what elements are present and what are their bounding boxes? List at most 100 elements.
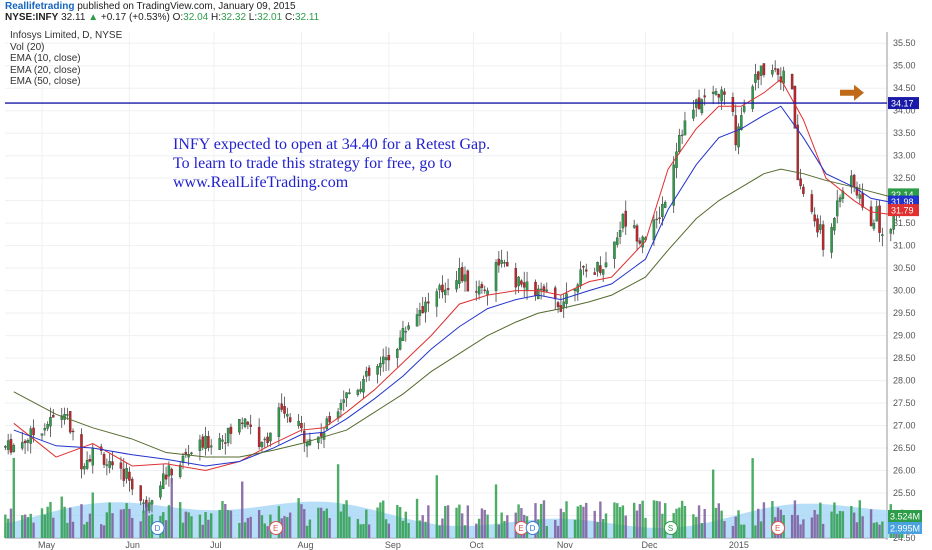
chart-background xyxy=(0,24,932,550)
volume-bar xyxy=(601,518,605,538)
volume-bar xyxy=(723,521,726,538)
volume-bar xyxy=(60,496,63,538)
volume-bar xyxy=(633,502,636,538)
candle-body xyxy=(841,190,845,199)
volume-bar xyxy=(88,513,92,538)
volume-tag-text: 2.995M xyxy=(890,524,920,534)
candle-body xyxy=(300,422,303,429)
quote-line: NYSE:INFY 32.11 ▲ +0.17 (+0.53%) O:32.04… xyxy=(5,12,319,23)
candle-body xyxy=(178,464,182,478)
publisher-name[interactable]: Reallifetrading xyxy=(5,1,75,12)
price-tag-text: 31.98 xyxy=(891,197,914,207)
volume-bar xyxy=(635,510,639,538)
volume-bar xyxy=(652,500,656,538)
volume-bar xyxy=(260,515,264,538)
candle-body xyxy=(889,229,893,234)
candle-body xyxy=(599,265,602,273)
annotation-line-1: INFY expected to open at 34.40 for a Ret… xyxy=(173,136,491,153)
volume-bar xyxy=(40,508,44,538)
volume-bar xyxy=(757,508,760,538)
event-marker xyxy=(269,521,284,535)
candle-body xyxy=(60,415,63,420)
volume-bar xyxy=(878,524,881,538)
candle-body xyxy=(108,461,111,468)
candle-body xyxy=(83,466,86,470)
volume-bar xyxy=(198,514,202,538)
candle-body xyxy=(466,270,470,292)
candle-body xyxy=(759,65,763,76)
y-tick-label: 34.50 xyxy=(893,83,916,93)
volume-bar xyxy=(703,509,706,538)
event-marker-text: E xyxy=(518,524,523,533)
volume-bar xyxy=(542,500,546,538)
candle-body xyxy=(249,424,252,427)
candle-body xyxy=(604,262,608,268)
symbol-label[interactable]: NYSE:INFY xyxy=(5,12,59,23)
volume-bar xyxy=(365,509,368,538)
candle-body xyxy=(49,417,52,427)
volume-bar xyxy=(91,492,94,538)
candle-body xyxy=(32,427,35,436)
candle-body xyxy=(162,473,165,489)
candle-body xyxy=(855,186,859,196)
candle-body xyxy=(638,240,642,244)
candle-body xyxy=(480,284,484,288)
candle-body xyxy=(365,371,368,377)
candle-body xyxy=(240,422,244,425)
volume-bar xyxy=(446,505,450,538)
candle-body xyxy=(632,225,636,228)
candle-body xyxy=(91,448,95,466)
volume-bar xyxy=(187,512,190,538)
volume-bar xyxy=(683,505,687,538)
chart-header: Reallifetrading published on TradingView… xyxy=(0,0,932,24)
volume-bar xyxy=(858,500,861,538)
volume-bar xyxy=(458,504,461,538)
candle-body xyxy=(782,70,785,84)
candle-body xyxy=(520,280,523,285)
candle-body xyxy=(573,288,577,291)
candle-body xyxy=(415,314,419,327)
candle-body xyxy=(460,267,464,282)
candle-body xyxy=(424,301,427,313)
candle-body xyxy=(618,230,622,237)
y-tick-label: 34.00 xyxy=(893,106,916,116)
volume-bar xyxy=(475,523,478,538)
candle-body xyxy=(537,288,540,300)
y-tick-label: 35.50 xyxy=(893,38,916,48)
y-tick-label: 27.50 xyxy=(893,398,916,408)
volume-bar xyxy=(872,522,876,538)
candle-body xyxy=(672,164,675,206)
volume-bar xyxy=(855,522,859,538)
volume-bar xyxy=(201,524,204,538)
candle-body xyxy=(525,281,529,291)
candle-body xyxy=(494,262,498,291)
volume-bar xyxy=(100,524,103,538)
x-tick-label: Sep xyxy=(385,540,401,550)
volume-bar xyxy=(576,506,579,538)
candle-body xyxy=(661,204,664,218)
volume-bar xyxy=(480,508,484,538)
candle-body xyxy=(582,266,585,268)
candle-body xyxy=(816,218,819,233)
candle-body xyxy=(339,403,343,410)
volume-bar xyxy=(210,513,213,538)
candle-body xyxy=(641,236,644,248)
candle-body xyxy=(601,269,605,275)
volume-bar xyxy=(850,505,853,538)
y-tick-label: 30.50 xyxy=(893,263,916,273)
candle-body xyxy=(477,286,481,295)
candle-body xyxy=(852,174,856,188)
candle-body xyxy=(164,474,168,480)
high-value: 32.32 xyxy=(220,12,247,23)
price-chart[interactable]: 35.5035.0034.5034.0033.5033.0032.5032.00… xyxy=(0,24,932,550)
volume-bar xyxy=(181,522,185,538)
volume-bar xyxy=(139,521,142,538)
volume-bar xyxy=(300,504,303,538)
candle-body xyxy=(455,280,458,290)
volume-bar xyxy=(359,524,362,538)
volume-bar xyxy=(664,503,667,538)
candle-body xyxy=(356,390,360,395)
candle-body xyxy=(737,126,740,148)
close-value: 32.11 xyxy=(294,12,320,23)
candle-body xyxy=(66,414,69,416)
